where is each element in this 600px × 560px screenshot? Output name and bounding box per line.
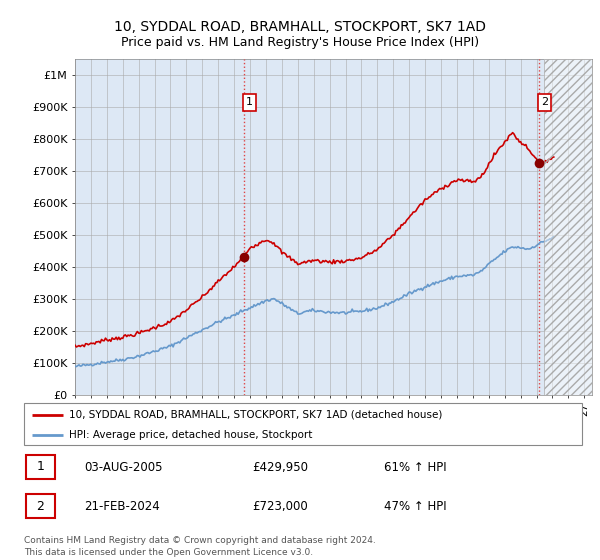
Text: Contains HM Land Registry data © Crown copyright and database right 2024.
This d: Contains HM Land Registry data © Crown c… [24, 536, 376, 557]
Text: 2: 2 [37, 500, 44, 512]
Text: HPI: Average price, detached house, Stockport: HPI: Average price, detached house, Stoc… [68, 430, 312, 440]
Text: 1: 1 [246, 97, 253, 108]
Text: 47% ↑ HPI: 47% ↑ HPI [384, 500, 446, 514]
Text: 10, SYDDAL ROAD, BRAMHALL, STOCKPORT, SK7 1AD: 10, SYDDAL ROAD, BRAMHALL, STOCKPORT, SK… [114, 20, 486, 34]
Text: 2: 2 [541, 97, 548, 108]
Text: 21-FEB-2024: 21-FEB-2024 [84, 500, 160, 514]
Bar [544, 43, 592, 395]
Text: 10, SYDDAL ROAD, BRAMHALL, STOCKPORT, SK7 1AD (detached house): 10, SYDDAL ROAD, BRAMHALL, STOCKPORT, SK… [68, 410, 442, 420]
Bar [544, 59, 592, 395]
Text: 1: 1 [37, 460, 44, 473]
Text: £429,950: £429,950 [252, 461, 308, 474]
Text: £723,000: £723,000 [252, 500, 308, 514]
Bar [544, 59, 592, 395]
Text: 61% ↑ HPI: 61% ↑ HPI [384, 461, 446, 474]
Text: 03-AUG-2005: 03-AUG-2005 [84, 461, 163, 474]
Text: Price paid vs. HM Land Registry's House Price Index (HPI): Price paid vs. HM Land Registry's House … [121, 36, 479, 49]
